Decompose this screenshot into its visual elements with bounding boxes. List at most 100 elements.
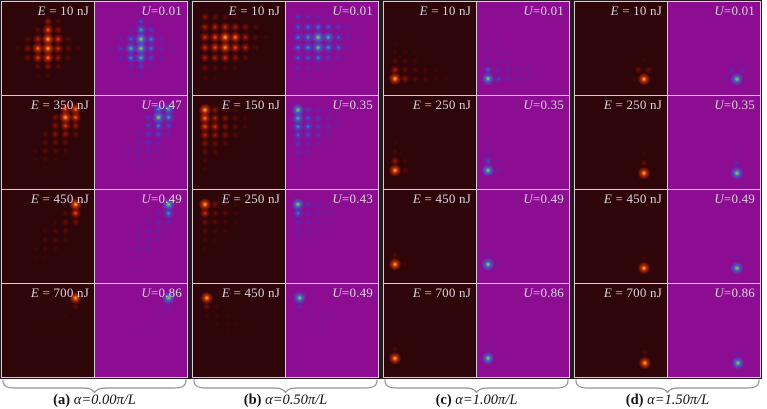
label-value: = 10 nJ [236, 3, 280, 18]
label-variable: E [603, 97, 613, 112]
norm-panel: U=0.01 [668, 2, 760, 95]
label-variable: E [37, 3, 46, 18]
norm-label: U=0.01 [332, 3, 373, 19]
label-value: = 250 nJ [230, 191, 280, 206]
label-value: = 450 nJ [39, 191, 89, 206]
label-variable: U [332, 3, 342, 18]
lattice-intensity-canvas [477, 96, 569, 189]
label-value: = 450 nJ [230, 285, 280, 300]
label-variable: E [228, 3, 237, 18]
lattice-intensity-canvas [384, 190, 476, 283]
panel-group-3: E = 10 nJ U=0.01 E = 250 nJ U=0.35 E = 450 n… [383, 1, 570, 378]
norm-panel: U=0.01 [477, 2, 569, 95]
norm-panel: U=0.35 [286, 96, 378, 189]
underbrace-icon [575, 379, 760, 393]
lattice-intensity-canvas [575, 2, 667, 95]
energy-label: E = 250 nJ [413, 97, 471, 113]
label-value: = 450 nJ [421, 191, 471, 206]
energy-panel: E = 450 nJ [193, 284, 285, 377]
label-variable: E [412, 285, 422, 300]
caption-index: (a) [53, 392, 74, 408]
lattice-intensity-canvas [575, 190, 667, 283]
group-caption-block: (c) α=1.00π/L [383, 379, 570, 409]
lattice-intensity-canvas [477, 284, 569, 377]
label-value: =0.86 [150, 285, 182, 300]
lattice-intensity-canvas [575, 284, 667, 377]
caption-math: α=1.00π/L [455, 392, 518, 408]
label-value: = 250 nJ [612, 97, 662, 112]
norm-panel: U=0.49 [668, 190, 760, 283]
label-value: = 10 nJ [618, 3, 662, 18]
lattice-intensity-canvas [2, 96, 94, 189]
energy-panel: E = 250 nJ [193, 190, 285, 283]
lattice-intensity-canvas [668, 96, 760, 189]
norm-label: U=0.01 [523, 3, 564, 19]
label-value: = 700 nJ [39, 285, 89, 300]
energy-label: E = 450 nJ [604, 191, 662, 207]
norm-panel: U=0.86 [477, 284, 569, 377]
norm-panel: U=0.01 [286, 2, 378, 95]
energy-panel: E = 450 nJ [384, 190, 476, 283]
panels-area: E = 10 nJ U=0.01 E = 350 nJ U=0.47 E = 450 n… [0, 0, 762, 379]
label-variable: E [30, 97, 40, 112]
label-value: =0.01 [150, 3, 182, 18]
label-value: =0.49 [150, 191, 182, 206]
group-caption: (c) α=1.00π/L [383, 392, 570, 409]
lattice-intensity-canvas [286, 96, 378, 189]
caption-index: (b) [243, 392, 266, 408]
norm-panel: U=0.01 [95, 2, 187, 95]
norm-label: U=0.35 [523, 97, 564, 113]
label-variable: U [523, 191, 533, 206]
label-value: =0.35 [723, 97, 755, 112]
caption-math: α=1.50π/L [647, 392, 710, 408]
label-value: = 700 nJ [421, 285, 471, 300]
label-variable: E [412, 191, 422, 206]
lattice-intensity-canvas [477, 190, 569, 283]
energy-label: E = 250 nJ [222, 191, 280, 207]
label-value: = 350 nJ [39, 97, 89, 112]
norm-label: U=0.35 [332, 97, 373, 113]
group-caption-block: (a) α=0.00π/L [1, 379, 188, 409]
norm-panel: U=0.86 [95, 284, 187, 377]
lattice-intensity-canvas [95, 2, 187, 95]
lattice-intensity-canvas [2, 284, 94, 377]
energy-label: E = 450 nJ [31, 191, 89, 207]
energy-panel: E = 150 nJ [193, 96, 285, 189]
underbrace-icon [193, 379, 378, 393]
caption-math: α=0.00π/L [73, 392, 136, 408]
energy-label: E = 10 nJ [229, 3, 280, 19]
lattice-intensity-canvas [668, 190, 760, 283]
lattice-intensity-canvas [95, 284, 187, 377]
caption-math: α=0.50π/L [265, 392, 328, 408]
norm-label: U=0.86 [523, 285, 564, 301]
lattice-intensity-canvas [384, 2, 476, 95]
energy-panel: E = 350 nJ [2, 96, 94, 189]
label-variable: E [30, 285, 40, 300]
underbrace-icon [2, 379, 187, 393]
norm-label: U=0.35 [714, 97, 755, 113]
label-variable: E [221, 285, 231, 300]
label-variable: E [419, 3, 428, 18]
lattice-intensity-canvas [2, 190, 94, 283]
energy-panel: E = 250 nJ [384, 96, 476, 189]
label-variable: E [221, 97, 231, 112]
lattice-intensity-canvas [193, 2, 285, 95]
energy-label: E = 450 nJ [222, 285, 280, 301]
energy-panel: E = 450 nJ [575, 190, 667, 283]
label-variable: E [412, 97, 422, 112]
lattice-intensity-canvas [95, 190, 187, 283]
label-variable: U [141, 97, 151, 112]
norm-label: U=0.86 [714, 285, 755, 301]
label-variable: U [332, 191, 342, 206]
norm-panel: U=0.49 [286, 284, 378, 377]
panel-group-1: E = 10 nJ U=0.01 E = 350 nJ U=0.47 E = 450 n… [1, 1, 188, 378]
energy-label: E = 450 nJ [413, 191, 471, 207]
label-value: =0.35 [532, 97, 564, 112]
label-value: =0.01 [723, 3, 755, 18]
lattice-intensity-canvas [384, 284, 476, 377]
panel-group-2: E = 10 nJ U=0.01 E = 150 nJ U=0.35 E = 250 n… [192, 1, 379, 378]
energy-label: E = 150 nJ [222, 97, 280, 113]
label-value: =0.01 [532, 3, 564, 18]
label-value: =0.49 [341, 285, 373, 300]
group-caption-block: (d) α=1.50π/L [574, 379, 761, 409]
